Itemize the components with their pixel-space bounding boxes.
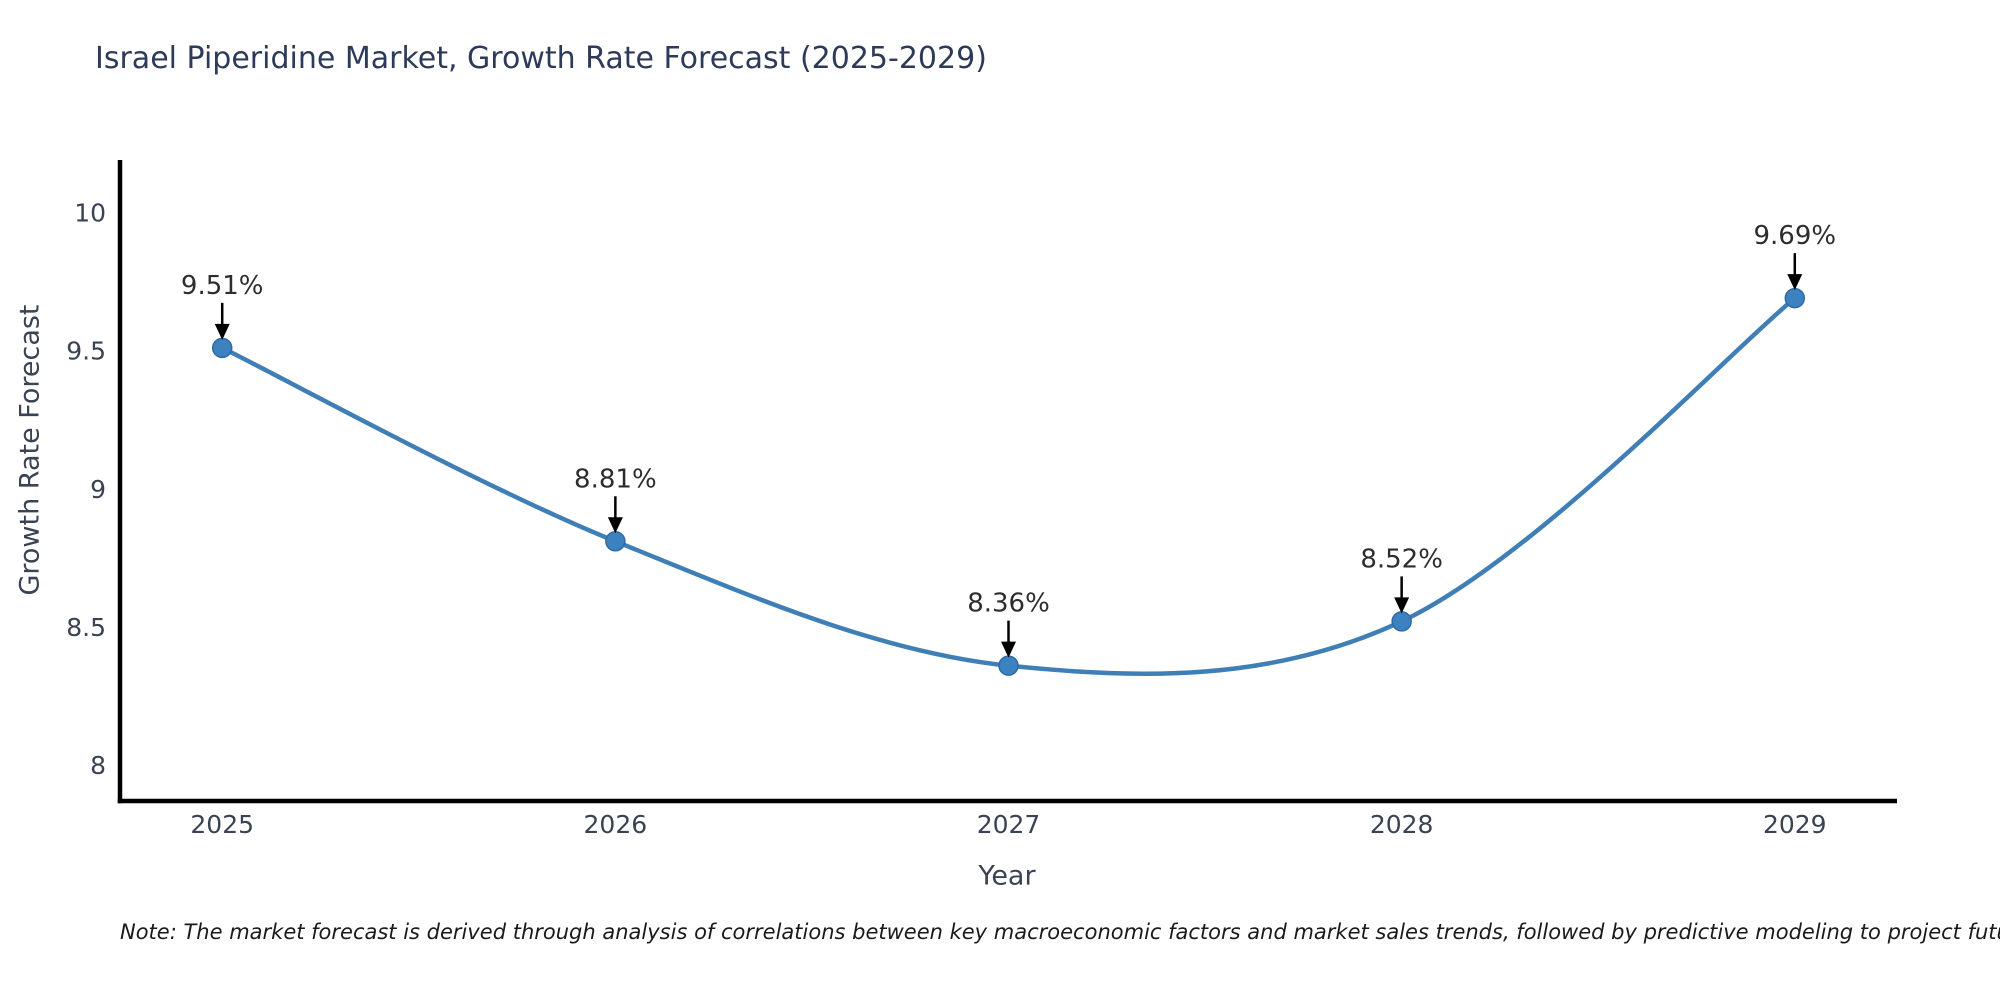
footnote: Note: The market forecast is derived thr… [120,920,2000,944]
annotation-arrow-head [214,323,230,340]
annotation-arrow-head [1394,597,1410,614]
chart-title: Israel Piperidine Market, Growth Rate Fo… [95,41,987,76]
data-point-marker-2025 [211,337,233,359]
data-point-marker-2027 [998,655,1019,676]
annotation-arrow-head [607,517,623,534]
x-tick-label: 2025 [190,810,254,839]
y-tick-label: 8 [90,751,106,780]
annotation-label-2026: 8.81% [574,464,657,494]
annotation-arrow-head [1001,641,1016,658]
data-point-marker-2029 [1784,287,1806,309]
x-tick-label: 2026 [584,810,648,839]
x-axis-label: Year [978,860,1036,892]
x-tick-label: 2028 [1370,810,1434,839]
annotation-label-2027: 8.36% [967,589,1050,619]
y-tick-label: 9.5 [66,337,106,366]
y-tick-label: 10 [74,198,106,227]
annotation-label-2028: 8.52% [1360,544,1443,574]
y-tick-label: 8.5 [66,613,106,642]
x-tick-label: 2027 [977,810,1041,839]
annotation-label-2029: 9.69% [1753,221,1836,251]
x-tick-label: 2029 [1763,810,1827,839]
data-point-marker-2028 [1391,611,1412,632]
annotation-arrow-head [1787,274,1803,291]
data-point-marker-2026 [605,531,626,552]
annotation-label-2025: 9.51% [181,271,264,301]
y-tick-label: 9 [90,475,106,504]
